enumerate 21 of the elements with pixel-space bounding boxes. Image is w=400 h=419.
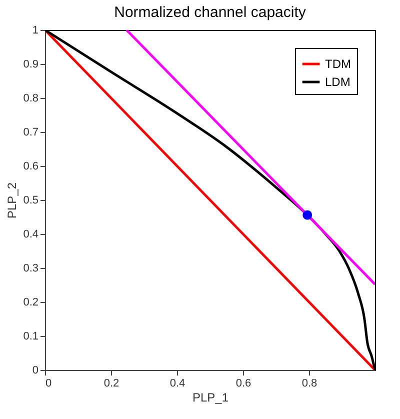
legend-label: TDM [325,57,351,71]
chart-title: Normalized channel capacity [114,4,306,21]
y-tick-label: 0.5 [23,194,38,206]
y-tick-label: 0.1 [23,330,38,342]
x-tick-label: 0.4 [170,378,186,390]
x-tick-label: 0.8 [302,378,318,390]
y-tick-label: 0.4 [23,228,38,240]
legend-label: LDM [325,75,350,89]
y-tick-label: 0.6 [23,160,38,172]
x-axis-title: PLP_1 [192,390,229,404]
y-tick-label: 0.8 [23,92,38,104]
y-tick-label: 0.7 [23,126,38,138]
y-tick-label: 1 [32,24,38,36]
y-axis-title: PLP_2 [5,182,20,219]
y-tick-label: 0.2 [23,296,38,308]
y-tick-label: 0 [32,364,38,376]
x-tick-label: 0.6 [236,378,252,390]
y-tick-label: 0.9 [23,58,38,70]
y-tick-label: 0.3 [23,262,38,274]
x-tick-label: 0.2 [104,378,120,390]
x-tick-label: 0 [46,378,52,390]
